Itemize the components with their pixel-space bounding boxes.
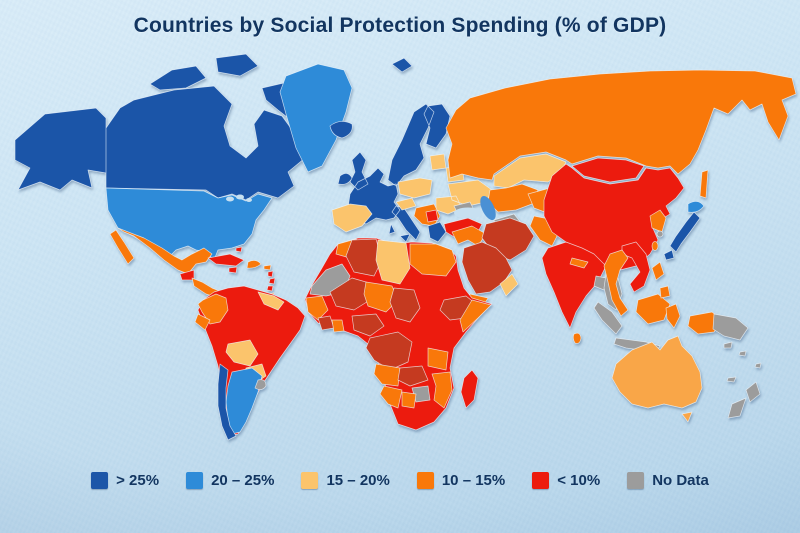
region-algeria <box>345 238 383 277</box>
region-thailand-malaysia <box>603 249 629 317</box>
region-japan <box>663 211 701 261</box>
region-egypt <box>409 243 457 277</box>
great-lake-icon <box>236 194 244 200</box>
black-sea <box>454 207 482 219</box>
legend-label-10-15: 10 – 15% <box>441 472 506 489</box>
region-indochina <box>621 241 651 293</box>
legend-item-lt10: < 10% <box>532 472 600 489</box>
legend-swatch-10-15 <box>416 472 434 489</box>
water-bodies <box>226 194 496 221</box>
region-bangladesh <box>593 275 607 291</box>
region-cuba-antilles <box>207 246 276 292</box>
region-russia <box>445 69 797 199</box>
region-ecuador <box>194 313 211 331</box>
region-mongolia <box>571 157 645 183</box>
region-mexico <box>109 227 213 275</box>
great-lake-icon <box>246 198 252 202</box>
region-greenland <box>279 63 353 173</box>
region-korea <box>649 209 667 233</box>
region-zambia <box>397 365 429 387</box>
region-papua-new-guinea <box>712 313 749 341</box>
region-drc <box>365 331 413 371</box>
region-sri-lanka <box>572 332 582 344</box>
legend-label-nodata: No Data <box>652 472 709 489</box>
region-argentina <box>225 367 263 435</box>
region-new-zealand <box>727 381 761 419</box>
region-senegal-guinea <box>305 295 329 321</box>
legend-swatch-nodata <box>627 472 645 489</box>
region-greece <box>427 221 447 243</box>
legend-swatch-lt10 <box>532 472 550 489</box>
region-borneo <box>635 293 671 325</box>
region-libya <box>375 239 411 285</box>
region-guyanas <box>257 291 285 311</box>
region-madagascar <box>460 369 479 409</box>
region-nepal <box>569 257 589 269</box>
region-serbia <box>425 209 439 223</box>
region-angola <box>373 363 401 387</box>
legend-item-10-15: 10 – 15% <box>416 472 506 489</box>
legend-item-nodata: No Data <box>627 472 709 489</box>
region-chile <box>217 363 237 441</box>
region-tanzania <box>427 347 449 371</box>
region-cameroon-car <box>351 313 385 337</box>
region-botswana <box>401 391 417 409</box>
region-europe-core <box>329 57 451 243</box>
region-philippines <box>651 261 671 299</box>
legend: > 25% 20 – 25% 15 – 20% 10 – 15% < 10% N… <box>0 472 800 489</box>
region-niger <box>363 281 399 313</box>
legend-swatch-15-20 <box>301 472 319 489</box>
region-china <box>543 163 685 271</box>
region-oceania-islands <box>723 341 762 383</box>
region-mozambique <box>431 371 453 409</box>
legend-item-15-20: 15 – 20% <box>301 472 390 489</box>
region-namibia <box>379 385 403 409</box>
legend-label-20-25: 20 – 25% <box>211 472 275 489</box>
region-colombia <box>197 293 229 325</box>
region-uruguay <box>254 379 267 390</box>
legend-label-15-20: 15 – 20% <box>326 472 390 489</box>
caspian-sea <box>480 195 496 221</box>
region-bolivia <box>225 339 259 367</box>
region-chad <box>389 287 421 323</box>
region-australia <box>611 335 703 423</box>
page-title: Countries by Social Protection Spending … <box>133 14 667 37</box>
region-korea-south <box>656 230 664 238</box>
region-oman <box>499 273 519 297</box>
legend-item-gt25: > 25% <box>91 472 159 489</box>
region-ghana <box>331 319 345 333</box>
region-somalia <box>459 299 492 333</box>
great-lake-icon <box>226 196 234 202</box>
region-canada <box>14 53 307 201</box>
legend-label-gt25: > 25% <box>116 472 160 489</box>
legend-label-lt10: < 10% <box>557 472 601 489</box>
region-taiwan <box>651 241 659 251</box>
legend-swatch-20-25 <box>186 472 204 489</box>
region-hokkaido <box>687 201 705 213</box>
world-map <box>14 53 797 441</box>
region-sulawesi <box>665 303 681 329</box>
legend-item-20-25: 20 – 25% <box>186 472 274 489</box>
legend-swatch-gt25 <box>91 472 109 489</box>
landmasses <box>14 53 797 441</box>
